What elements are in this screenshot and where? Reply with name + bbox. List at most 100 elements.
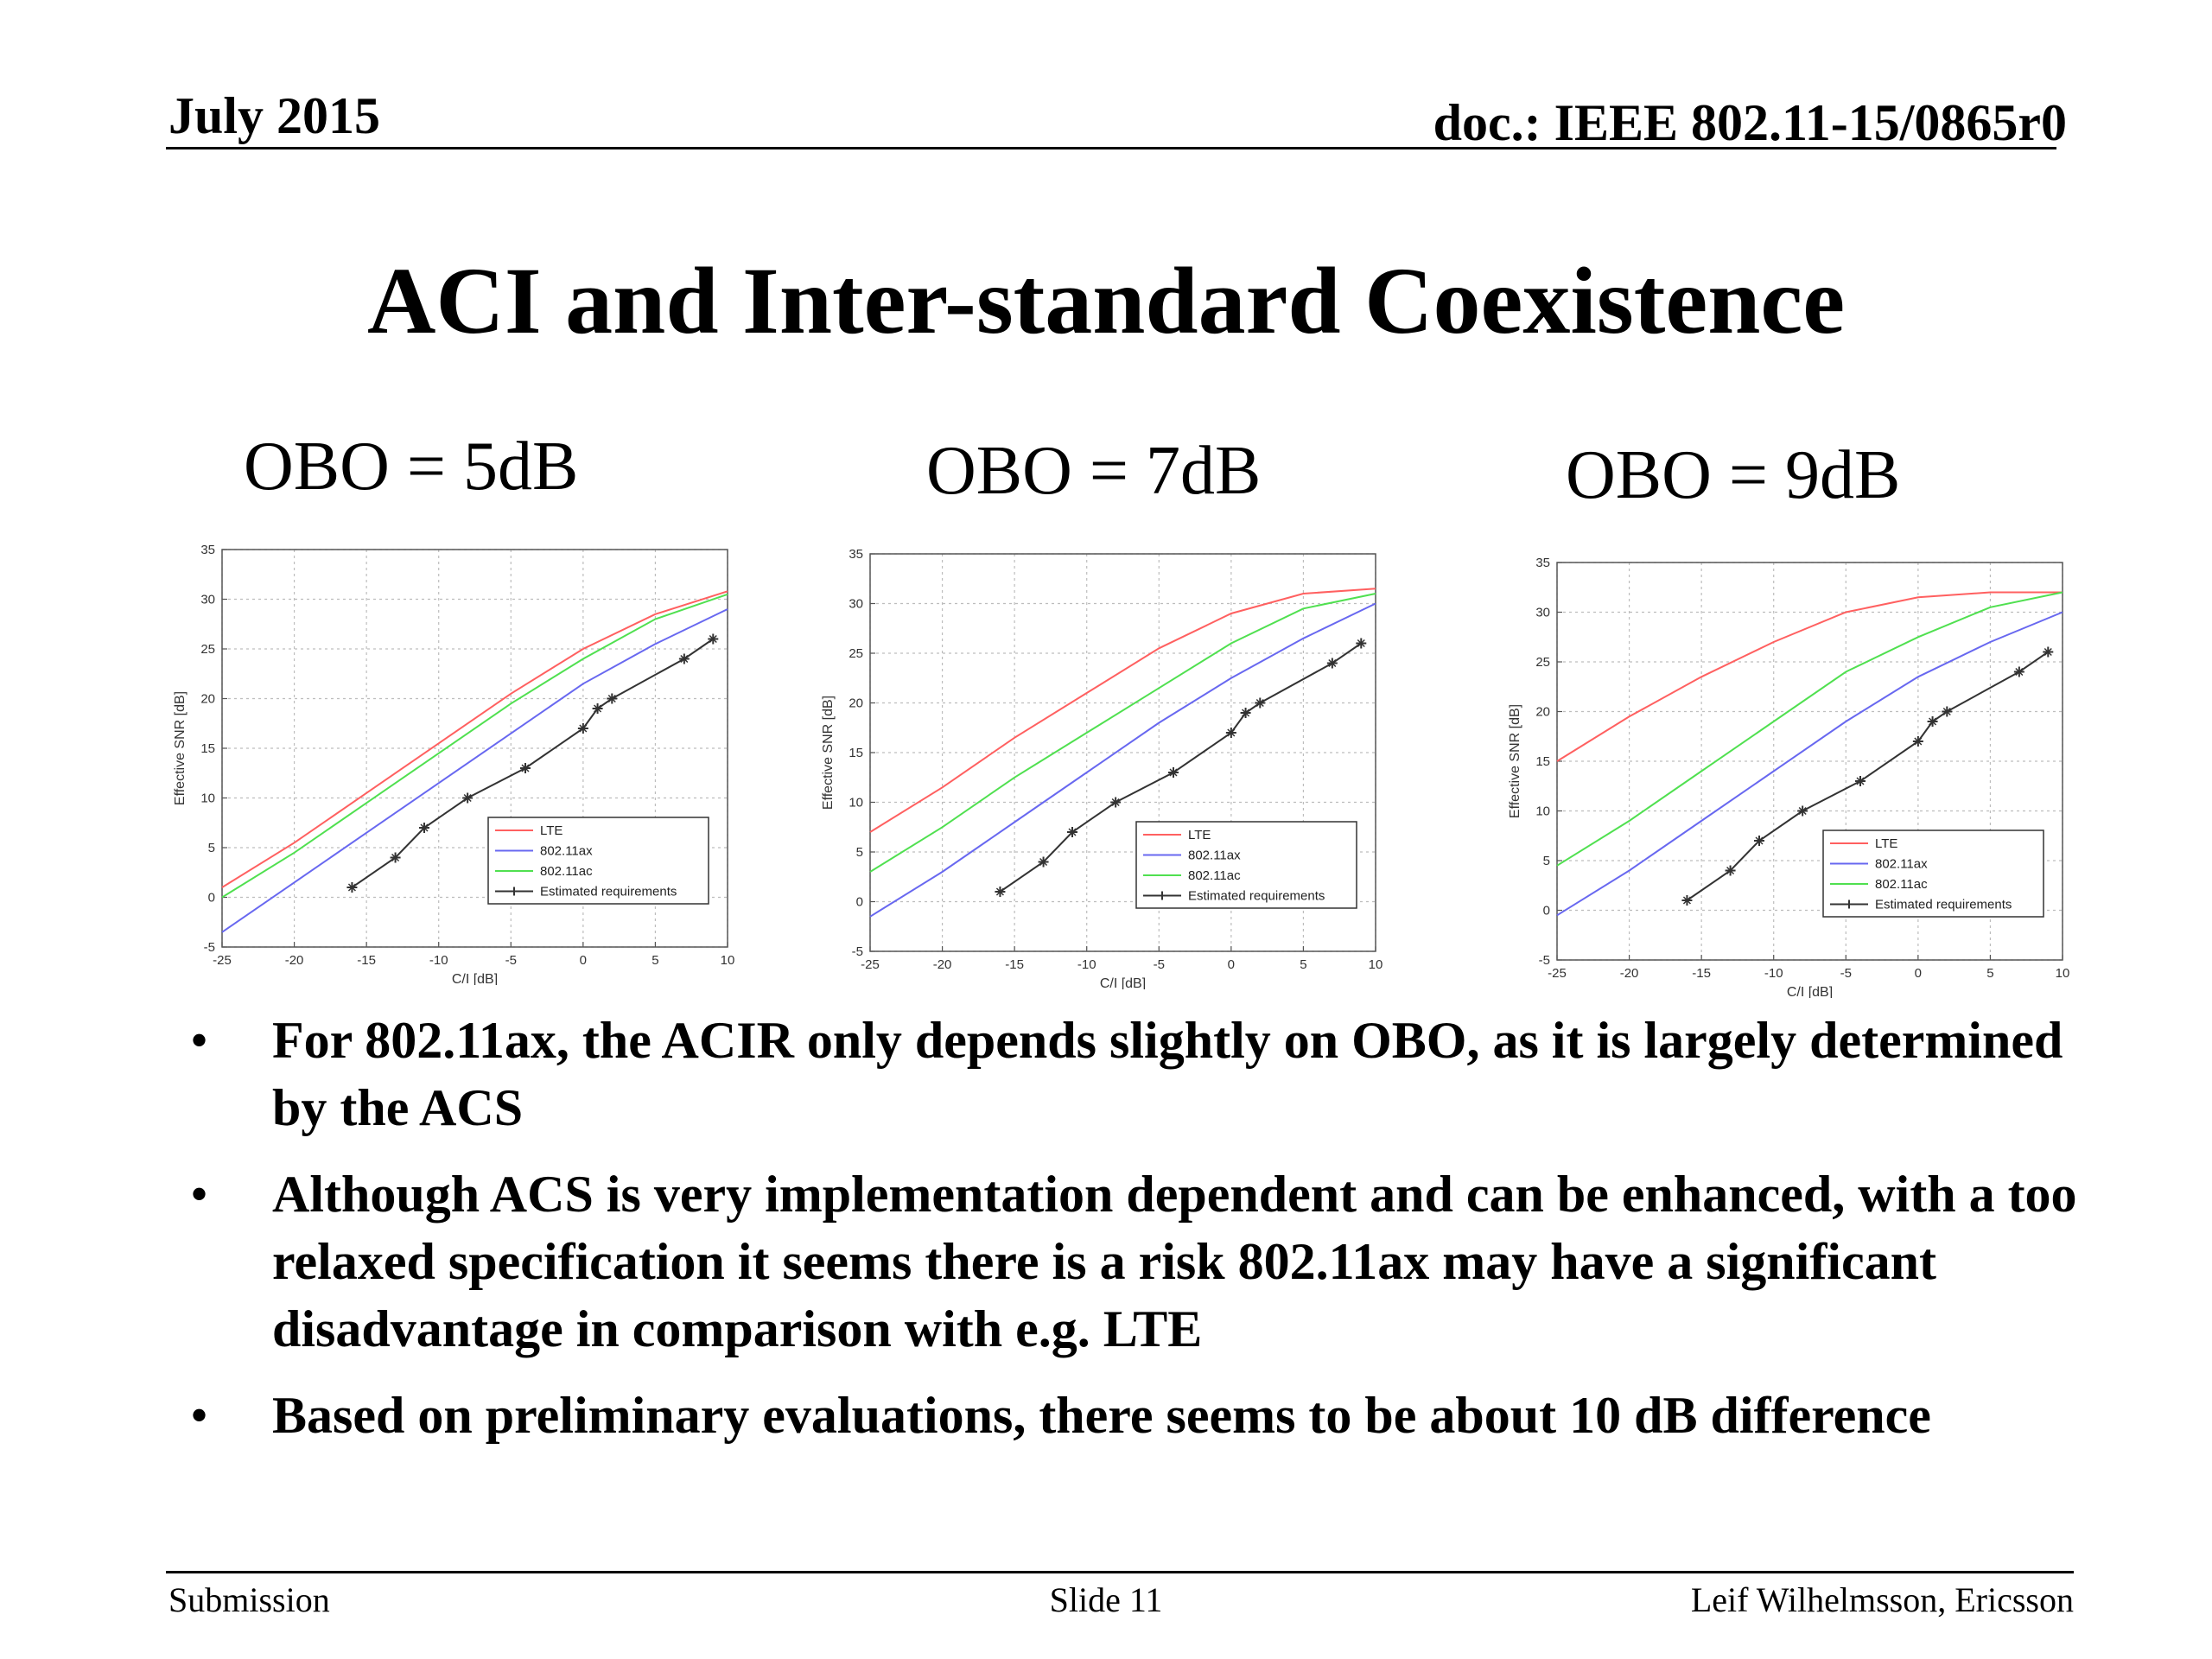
series-line-802-11ax bbox=[1556, 611, 2063, 917]
data-point bbox=[995, 887, 1006, 897]
data-point bbox=[1168, 767, 1179, 778]
y-tick-label: 30 bbox=[200, 593, 215, 607]
y-tick-label: 25 bbox=[849, 646, 863, 661]
data-point bbox=[1927, 716, 1938, 727]
footer-submission: Submission bbox=[168, 1580, 330, 1619]
bullet-item: • For 802.11ax, the ACIR only depends sl… bbox=[181, 1007, 2117, 1141]
y-axis-label: Effective SNR [dB] bbox=[1508, 704, 1522, 818]
legend: LTE 802.11ax 802.11ac Estimated requirement… bbox=[1822, 830, 2044, 918]
data-point bbox=[1754, 836, 1764, 846]
legend-label: 802.11ac bbox=[1188, 868, 1241, 883]
legend-item: Estimated requirements bbox=[1143, 889, 1325, 904]
bullet-marker: • bbox=[190, 1387, 209, 1444]
data-point bbox=[577, 723, 588, 734]
data-point bbox=[678, 653, 690, 664]
x-tick-label: -10 bbox=[1077, 957, 1096, 972]
header-doc-id: doc.: IEEE 802.11-15/0865r0 bbox=[1433, 94, 2067, 151]
chart-obo-9: -25 -20 -15 -10 -5 0 5 10 -5 0 5 10 15 20 25 30 35 C/I [d… bbox=[1503, 549, 2074, 998]
y-tick-label: 10 bbox=[1535, 804, 1550, 819]
y-tick-label: 5 bbox=[856, 845, 863, 860]
panel-heading-obo-7: OBO = 7dB bbox=[926, 433, 1262, 509]
series-line-802-11ax bbox=[869, 602, 1376, 918]
x-tick-label: 0 bbox=[1228, 957, 1235, 972]
data-point bbox=[346, 882, 358, 893]
legend-label: Estimated requirements bbox=[1875, 898, 2012, 912]
bullet-text: Based on preliminary evaluations, there … bbox=[272, 1387, 1931, 1444]
y-tick-label: 5 bbox=[208, 841, 215, 855]
legend-label: Estimated requirements bbox=[1188, 889, 1325, 904]
y-tick-label: 20 bbox=[1535, 705, 1550, 720]
footer-rule bbox=[166, 1571, 2074, 1573]
y-tick-label: -5 bbox=[204, 940, 215, 955]
x-tick-label: 0 bbox=[580, 953, 587, 968]
y-tick-label: 25 bbox=[200, 642, 215, 657]
bullet-item: • Although ACS is very implementation de… bbox=[181, 1160, 2117, 1363]
legend-label: Estimated requirements bbox=[540, 885, 677, 899]
legend-label: 802.11ax bbox=[1875, 857, 1928, 872]
data-point bbox=[1067, 827, 1077, 837]
y-tick-label: 5 bbox=[1543, 854, 1550, 868]
data-point bbox=[1912, 736, 1923, 747]
footer-author: Leif Wilhelmsson, Ericsson bbox=[1690, 1580, 2074, 1619]
slide-title: ACI and Inter-standard Coexistence bbox=[366, 248, 1846, 353]
x-tick-label: -10 bbox=[1764, 966, 1783, 981]
bullet-marker: • bbox=[190, 1012, 209, 1069]
x-tick-label: 10 bbox=[2056, 966, 2070, 981]
x-tick-label: 5 bbox=[1300, 957, 1306, 972]
panel-heading-obo-5: OBO = 5dB bbox=[244, 429, 579, 505]
y-tick-label: 20 bbox=[849, 696, 863, 711]
bullet-list: • For 802.11ax, the ACIR only depends sl… bbox=[181, 1007, 2117, 1468]
y-tick-label: 35 bbox=[200, 543, 215, 557]
y-tick-label: 0 bbox=[1543, 904, 1550, 918]
data-point bbox=[592, 703, 603, 714]
x-tick-label: 10 bbox=[721, 953, 735, 968]
data-point bbox=[1255, 697, 1266, 709]
y-tick-label: 35 bbox=[1535, 556, 1550, 570]
legend-label: 802.11ax bbox=[540, 844, 593, 859]
bullet-item: • Based on preliminary evaluations, ther… bbox=[181, 1382, 2117, 1449]
data-point bbox=[390, 852, 401, 863]
footer-slide-number: Slide 11 bbox=[1049, 1580, 1163, 1619]
series-line-estimated-requirements bbox=[999, 642, 1362, 893]
data-point bbox=[1110, 797, 1122, 808]
chart-obo-5: -25 -20 -15 -10 -5 0 5 10 -5 0 5 10 15 20 25 30 35 C/I [d… bbox=[168, 536, 739, 985]
header-rule bbox=[166, 147, 2056, 149]
bullet-text: Although ACS is very implementation depe… bbox=[272, 1166, 2077, 1357]
header-date: July 2015 bbox=[168, 87, 381, 144]
legend-item: 802.11ac bbox=[1143, 868, 1241, 883]
x-tick-label: -20 bbox=[1620, 966, 1639, 981]
series-line-802-11ac bbox=[1556, 591, 2063, 867]
legend-item: Estimated requirements bbox=[1830, 898, 2012, 912]
x-tick-label: -15 bbox=[357, 953, 376, 968]
series-line-estimated-requirements bbox=[351, 638, 714, 888]
data-point bbox=[1038, 856, 1049, 868]
series-line-estimated-requirements bbox=[1686, 651, 2049, 901]
chart-svg: -25 -20 -15 -10 -5 0 5 10 -5 0 5 10 15 20 25 30 35 C/I [d… bbox=[173, 543, 735, 985]
x-tick-label: -25 bbox=[213, 953, 232, 968]
legend-item: Estimated requirements bbox=[495, 885, 677, 899]
x-tick-label: -5 bbox=[505, 953, 517, 968]
y-axis-label: Effective SNR [dB] bbox=[821, 696, 836, 810]
data-point bbox=[607, 693, 618, 704]
data-point bbox=[1326, 658, 1338, 669]
y-tick-label: 15 bbox=[1535, 754, 1550, 769]
bullet-text: For 802.11ax, the ACIR only depends slig… bbox=[272, 1012, 2063, 1136]
data-point bbox=[1356, 638, 1367, 649]
chart-obo-7: -25 -20 -15 -10 -5 0 5 10 -5 0 5 10 15 20 25 30 35 C/I [d… bbox=[817, 540, 1387, 989]
y-tick-label: 15 bbox=[849, 746, 863, 760]
y-tick-label: -5 bbox=[1539, 953, 1550, 968]
data-point bbox=[708, 633, 719, 645]
x-tick-label: -10 bbox=[429, 953, 448, 968]
x-tick-label: -25 bbox=[861, 957, 880, 972]
legend-item: LTE bbox=[495, 823, 563, 838]
data-point bbox=[462, 792, 474, 804]
x-tick-label: 5 bbox=[1986, 966, 1993, 981]
data-point bbox=[1725, 865, 1736, 876]
legend-label: 802.11ac bbox=[540, 864, 593, 879]
y-tick-label: 10 bbox=[200, 791, 215, 806]
y-tick-label: 20 bbox=[200, 692, 215, 707]
legend-item: 802.11ac bbox=[1830, 877, 1928, 892]
y-tick-label: -5 bbox=[852, 944, 863, 959]
series-line-lte bbox=[221, 590, 728, 888]
x-tick-label: -15 bbox=[1692, 966, 1711, 981]
